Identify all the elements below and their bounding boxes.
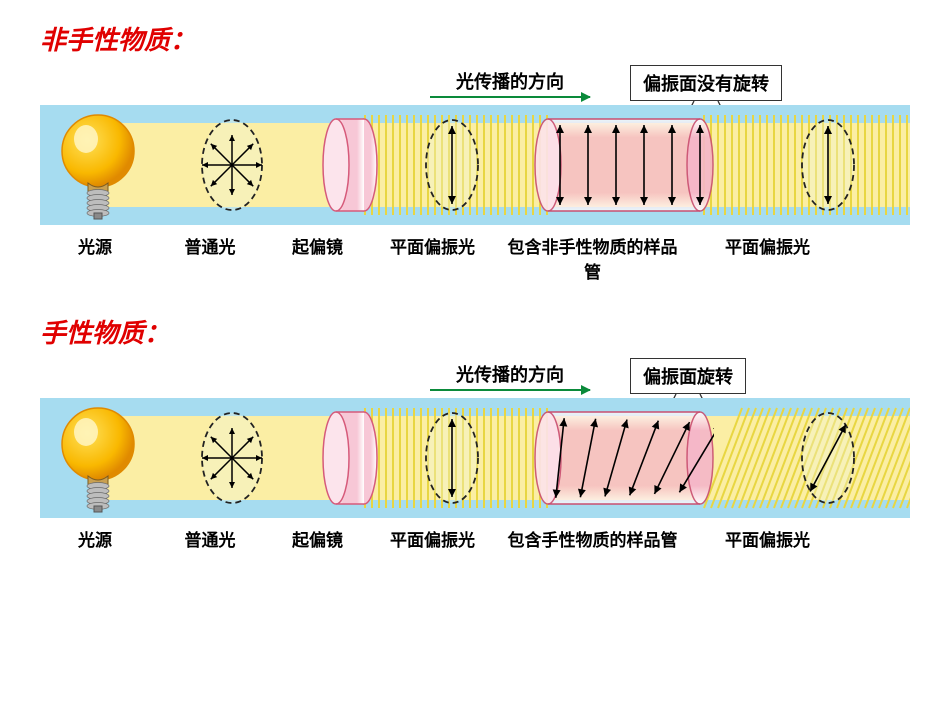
callout-box: 偏振面旋转: [630, 358, 746, 394]
plane-light-oval-2: [800, 411, 856, 510]
direction-label: 光传播的方向: [456, 361, 564, 387]
direction-arrow-icon: [430, 389, 590, 391]
component-label: 起偏镜: [270, 233, 365, 283]
component-label: 包含非手性物质的样品管: [500, 233, 685, 283]
component-label: 平面偏振光: [685, 526, 850, 551]
direction-row: 光传播的方向 偏振面没有旋转: [430, 65, 910, 101]
section-title: 非手性物质：: [40, 20, 910, 57]
component-label: 平面偏振光: [365, 233, 500, 283]
chiral-section: 手性物质： 光传播的方向 偏振面旋转: [40, 313, 910, 551]
plane-light-oval-2: [800, 118, 856, 217]
optical-strip: [40, 398, 910, 518]
plane-light-oval-1: [424, 411, 480, 510]
direction-row: 光传播的方向 偏振面旋转: [430, 358, 910, 394]
direction-arrow-icon: [430, 96, 590, 98]
section-title: 手性物质：: [40, 313, 910, 350]
callout-box: 偏振面没有旋转: [630, 65, 782, 101]
ordinary-light-oval: [200, 118, 264, 217]
label-row: 光源普通光起偏镜平面偏振光包含手性物质的样品管平面偏振光: [40, 526, 910, 551]
plane-light-oval-1: [424, 118, 480, 217]
sample-tube-icon: [534, 117, 714, 213]
component-label: 普通光: [150, 233, 270, 283]
label-row: 光源普通光起偏镜平面偏振光包含非手性物质的样品管平面偏振光: [40, 233, 910, 283]
bulb-icon: [58, 111, 138, 221]
component-label: 光源: [40, 233, 150, 283]
component-label: 普通光: [150, 526, 270, 551]
component-label: 平面偏振光: [685, 233, 850, 283]
component-label: 起偏镜: [270, 526, 365, 551]
component-label: 光源: [40, 526, 150, 551]
polarizer-icon: [322, 410, 378, 506]
ordinary-light-oval: [200, 411, 264, 510]
achiral-section: 非手性物质： 光传播的方向 偏振面没有旋转: [40, 20, 910, 283]
sample-tube-icon: [534, 410, 714, 506]
direction-label: 光传播的方向: [456, 68, 564, 94]
polarizer-icon: [322, 117, 378, 213]
component-label: 平面偏振光: [365, 526, 500, 551]
optical-strip: [40, 105, 910, 225]
component-label: 包含手性物质的样品管: [500, 526, 685, 551]
bulb-icon: [58, 404, 138, 514]
